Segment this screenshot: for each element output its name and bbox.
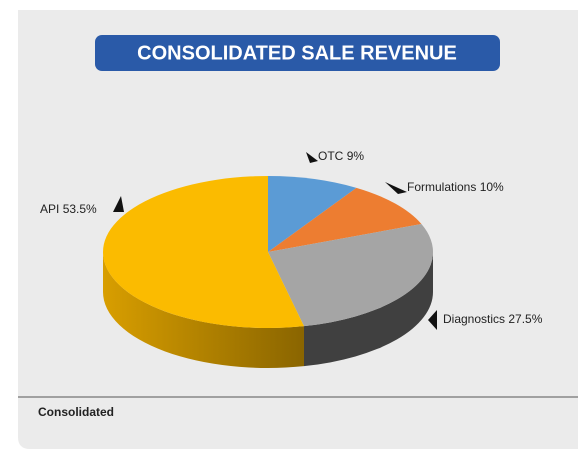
slice xyxy=(268,187,422,252)
slice xyxy=(102,176,304,328)
slice-label-value: 27.5% xyxy=(508,312,542,326)
slice xyxy=(268,224,433,327)
label-pointer xyxy=(113,196,124,212)
slice-side xyxy=(103,252,304,368)
slice-side xyxy=(303,252,433,367)
slice-label-value: 10% xyxy=(480,180,504,194)
slice-label: API 53.5% xyxy=(40,202,97,216)
slice-label-name: API xyxy=(40,202,59,216)
chart-title: CONSOLIDATED SALE REVENUE xyxy=(137,42,457,64)
footer-text: Consolidated xyxy=(38,405,114,419)
slice-label-value: 9% xyxy=(347,149,365,163)
slice-label-name: Formulations xyxy=(407,180,476,194)
label-pointer xyxy=(428,310,437,330)
slice-label-value: 53.5% xyxy=(63,202,97,216)
slice xyxy=(268,176,357,252)
title-box xyxy=(95,35,500,71)
label-pointer xyxy=(306,152,318,163)
slice-label: Diagnostics 27.5% xyxy=(443,312,543,326)
slice-label-name: OTC xyxy=(318,149,344,163)
slice-label: Formulations 10% xyxy=(407,180,504,194)
slice-label: OTC 9% xyxy=(318,149,364,163)
label-pointer xyxy=(385,182,407,194)
slice-label-name: Diagnostics xyxy=(443,312,505,326)
